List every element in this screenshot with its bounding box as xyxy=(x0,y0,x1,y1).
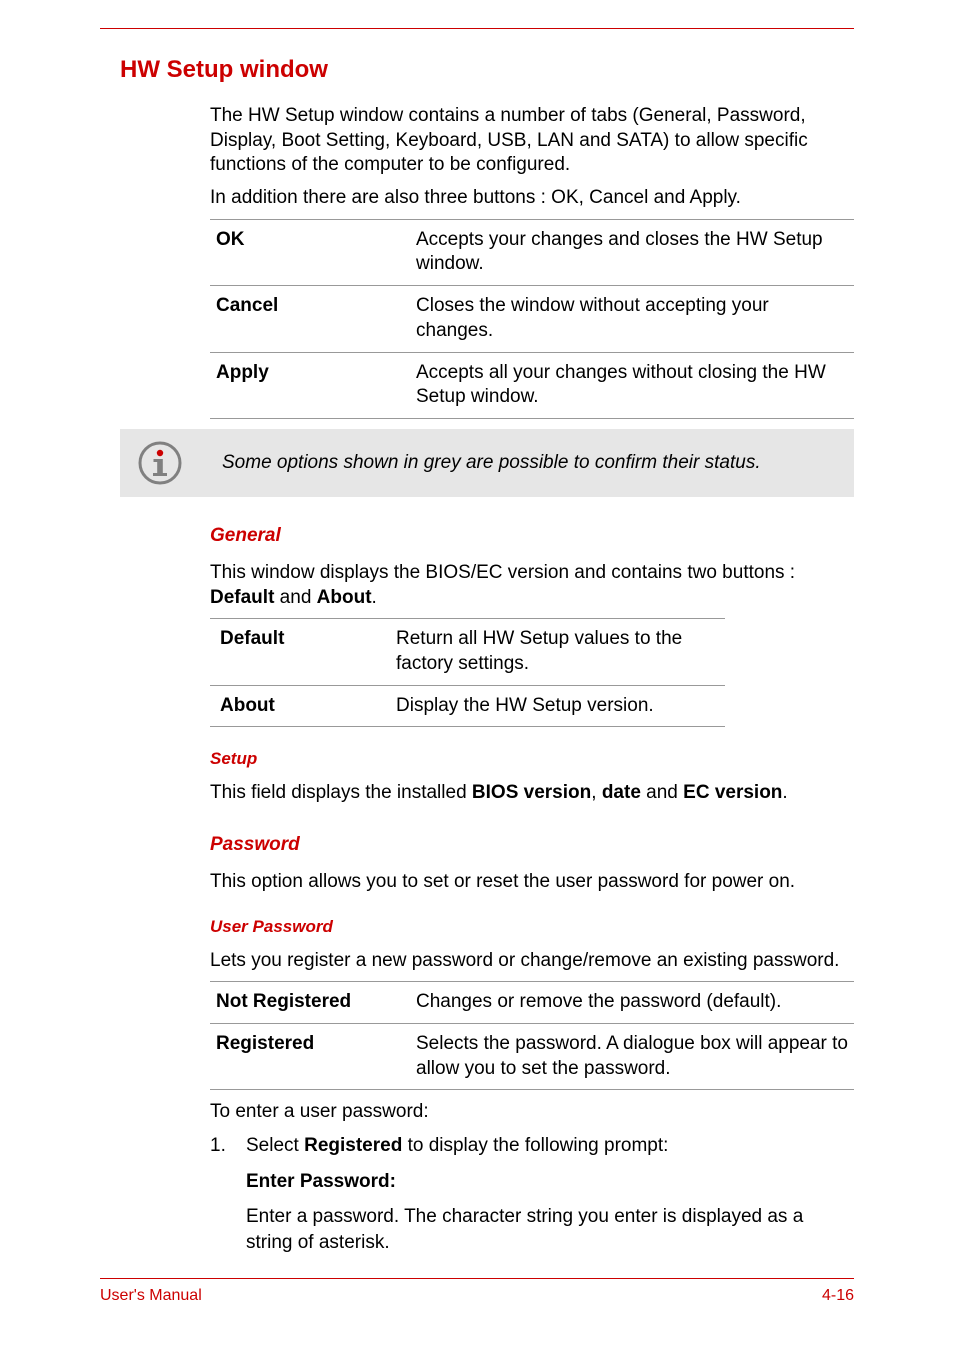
term-cancel: Cancel xyxy=(210,286,410,352)
setup-mid2: and xyxy=(641,782,683,803)
heading-setup: Setup xyxy=(210,749,854,769)
setup-bold-bios: BIOS version xyxy=(472,782,591,803)
note-text: Some options shown in grey are possible … xyxy=(222,451,842,476)
general-intro-end: . xyxy=(372,587,377,608)
table-row: Not Registered Changes or remove the pas… xyxy=(210,982,854,1024)
buttons-table: OK Accepts your changes and closes the H… xyxy=(210,219,854,419)
def-cancel: Closes the window without accepting your… xyxy=(410,286,854,352)
step-body: Select Registered to display the followi… xyxy=(246,1133,854,1256)
top-horizontal-rule xyxy=(100,28,854,29)
footer-row: User's Manual 4-16 xyxy=(100,1287,854,1305)
term-not-registered: Not Registered xyxy=(210,982,410,1024)
enter-password-intro: To enter a user password: xyxy=(210,1100,854,1125)
term-apply: Apply xyxy=(210,352,410,418)
step-bold-registered: Registered xyxy=(304,1135,402,1156)
setup-end: . xyxy=(782,782,787,803)
table-row: About Display the HW Setup version. xyxy=(210,685,725,727)
table-row: Registered Selects the password. A dialo… xyxy=(210,1024,854,1090)
user-password-table: Not Registered Changes or remove the pas… xyxy=(210,981,854,1090)
def-not-registered: Changes or remove the password (default)… xyxy=(410,982,854,1024)
page-content: HW Setup window The HW Setup window cont… xyxy=(120,56,854,1256)
def-about: Display the HW Setup version. xyxy=(390,685,725,727)
step-pre: Select xyxy=(246,1135,304,1156)
setup-pre: This field displays the installed xyxy=(210,782,472,803)
term-ok: OK xyxy=(210,219,410,285)
step-line: Select Registered to display the followi… xyxy=(246,1133,854,1159)
table-row: Default Return all HW Setup values to th… xyxy=(210,619,725,685)
step-description: Enter a password. The character string y… xyxy=(246,1204,854,1255)
general-bold-about: About xyxy=(317,587,372,608)
footer-right: 4-16 xyxy=(822,1287,854,1305)
table-row: Apply Accepts all your changes without c… xyxy=(210,352,854,418)
intro-paragraph-2: In addition there are also three buttons… xyxy=(210,186,854,211)
setup-bold-date: date xyxy=(602,782,641,803)
setup-bold-ec: EC version xyxy=(683,782,782,803)
general-table: Default Return all HW Setup values to th… xyxy=(210,618,725,727)
general-intro-mid: and xyxy=(274,587,316,608)
term-registered: Registered xyxy=(210,1024,410,1090)
heading-password: Password xyxy=(210,834,854,856)
footer-left: User's Manual xyxy=(100,1287,202,1305)
heading-user-password: User Password xyxy=(210,917,854,937)
general-bold-default: Default xyxy=(210,587,274,608)
step-post: to display the following prompt: xyxy=(402,1135,668,1156)
general-intro: This window displays the BIOS/EC version… xyxy=(210,561,854,610)
heading-general: General xyxy=(210,525,854,547)
ordered-step-1: 1. Select Registered to display the foll… xyxy=(210,1133,854,1256)
table-row: Cancel Closes the window without accepti… xyxy=(210,286,854,352)
general-intro-pre: This window displays the BIOS/EC version… xyxy=(210,562,795,583)
def-apply: Accepts all your changes without closing… xyxy=(410,352,854,418)
footer-rule xyxy=(100,1278,854,1279)
step-number: 1. xyxy=(210,1133,246,1256)
setup-text: This field displays the installed BIOS v… xyxy=(210,781,854,806)
step-prompt: Enter Password: xyxy=(246,1169,854,1195)
user-password-intro: Lets you register a new password or chan… xyxy=(210,949,854,974)
intro-paragraph-1: The HW Setup window contains a number of… xyxy=(210,104,854,178)
setup-mid1: , xyxy=(591,782,602,803)
password-text: This option allows you to set or reset t… xyxy=(210,870,854,895)
def-default: Return all HW Setup values to the factor… xyxy=(390,619,725,685)
term-about: About xyxy=(210,685,390,727)
section-title: HW Setup window xyxy=(120,56,854,84)
def-ok: Accepts your changes and closes the HW S… xyxy=(410,219,854,285)
page-footer: User's Manual 4-16 xyxy=(100,1278,854,1305)
term-default: Default xyxy=(210,619,390,685)
body-column: The HW Setup window contains a number of… xyxy=(210,104,854,1256)
note-callout: Some options shown in grey are possible … xyxy=(120,429,854,497)
table-row: OK Accepts your changes and closes the H… xyxy=(210,219,854,285)
info-icon-wrap xyxy=(132,441,222,485)
def-registered: Selects the password. A dialogue box wil… xyxy=(410,1024,854,1090)
info-icon xyxy=(138,441,182,485)
